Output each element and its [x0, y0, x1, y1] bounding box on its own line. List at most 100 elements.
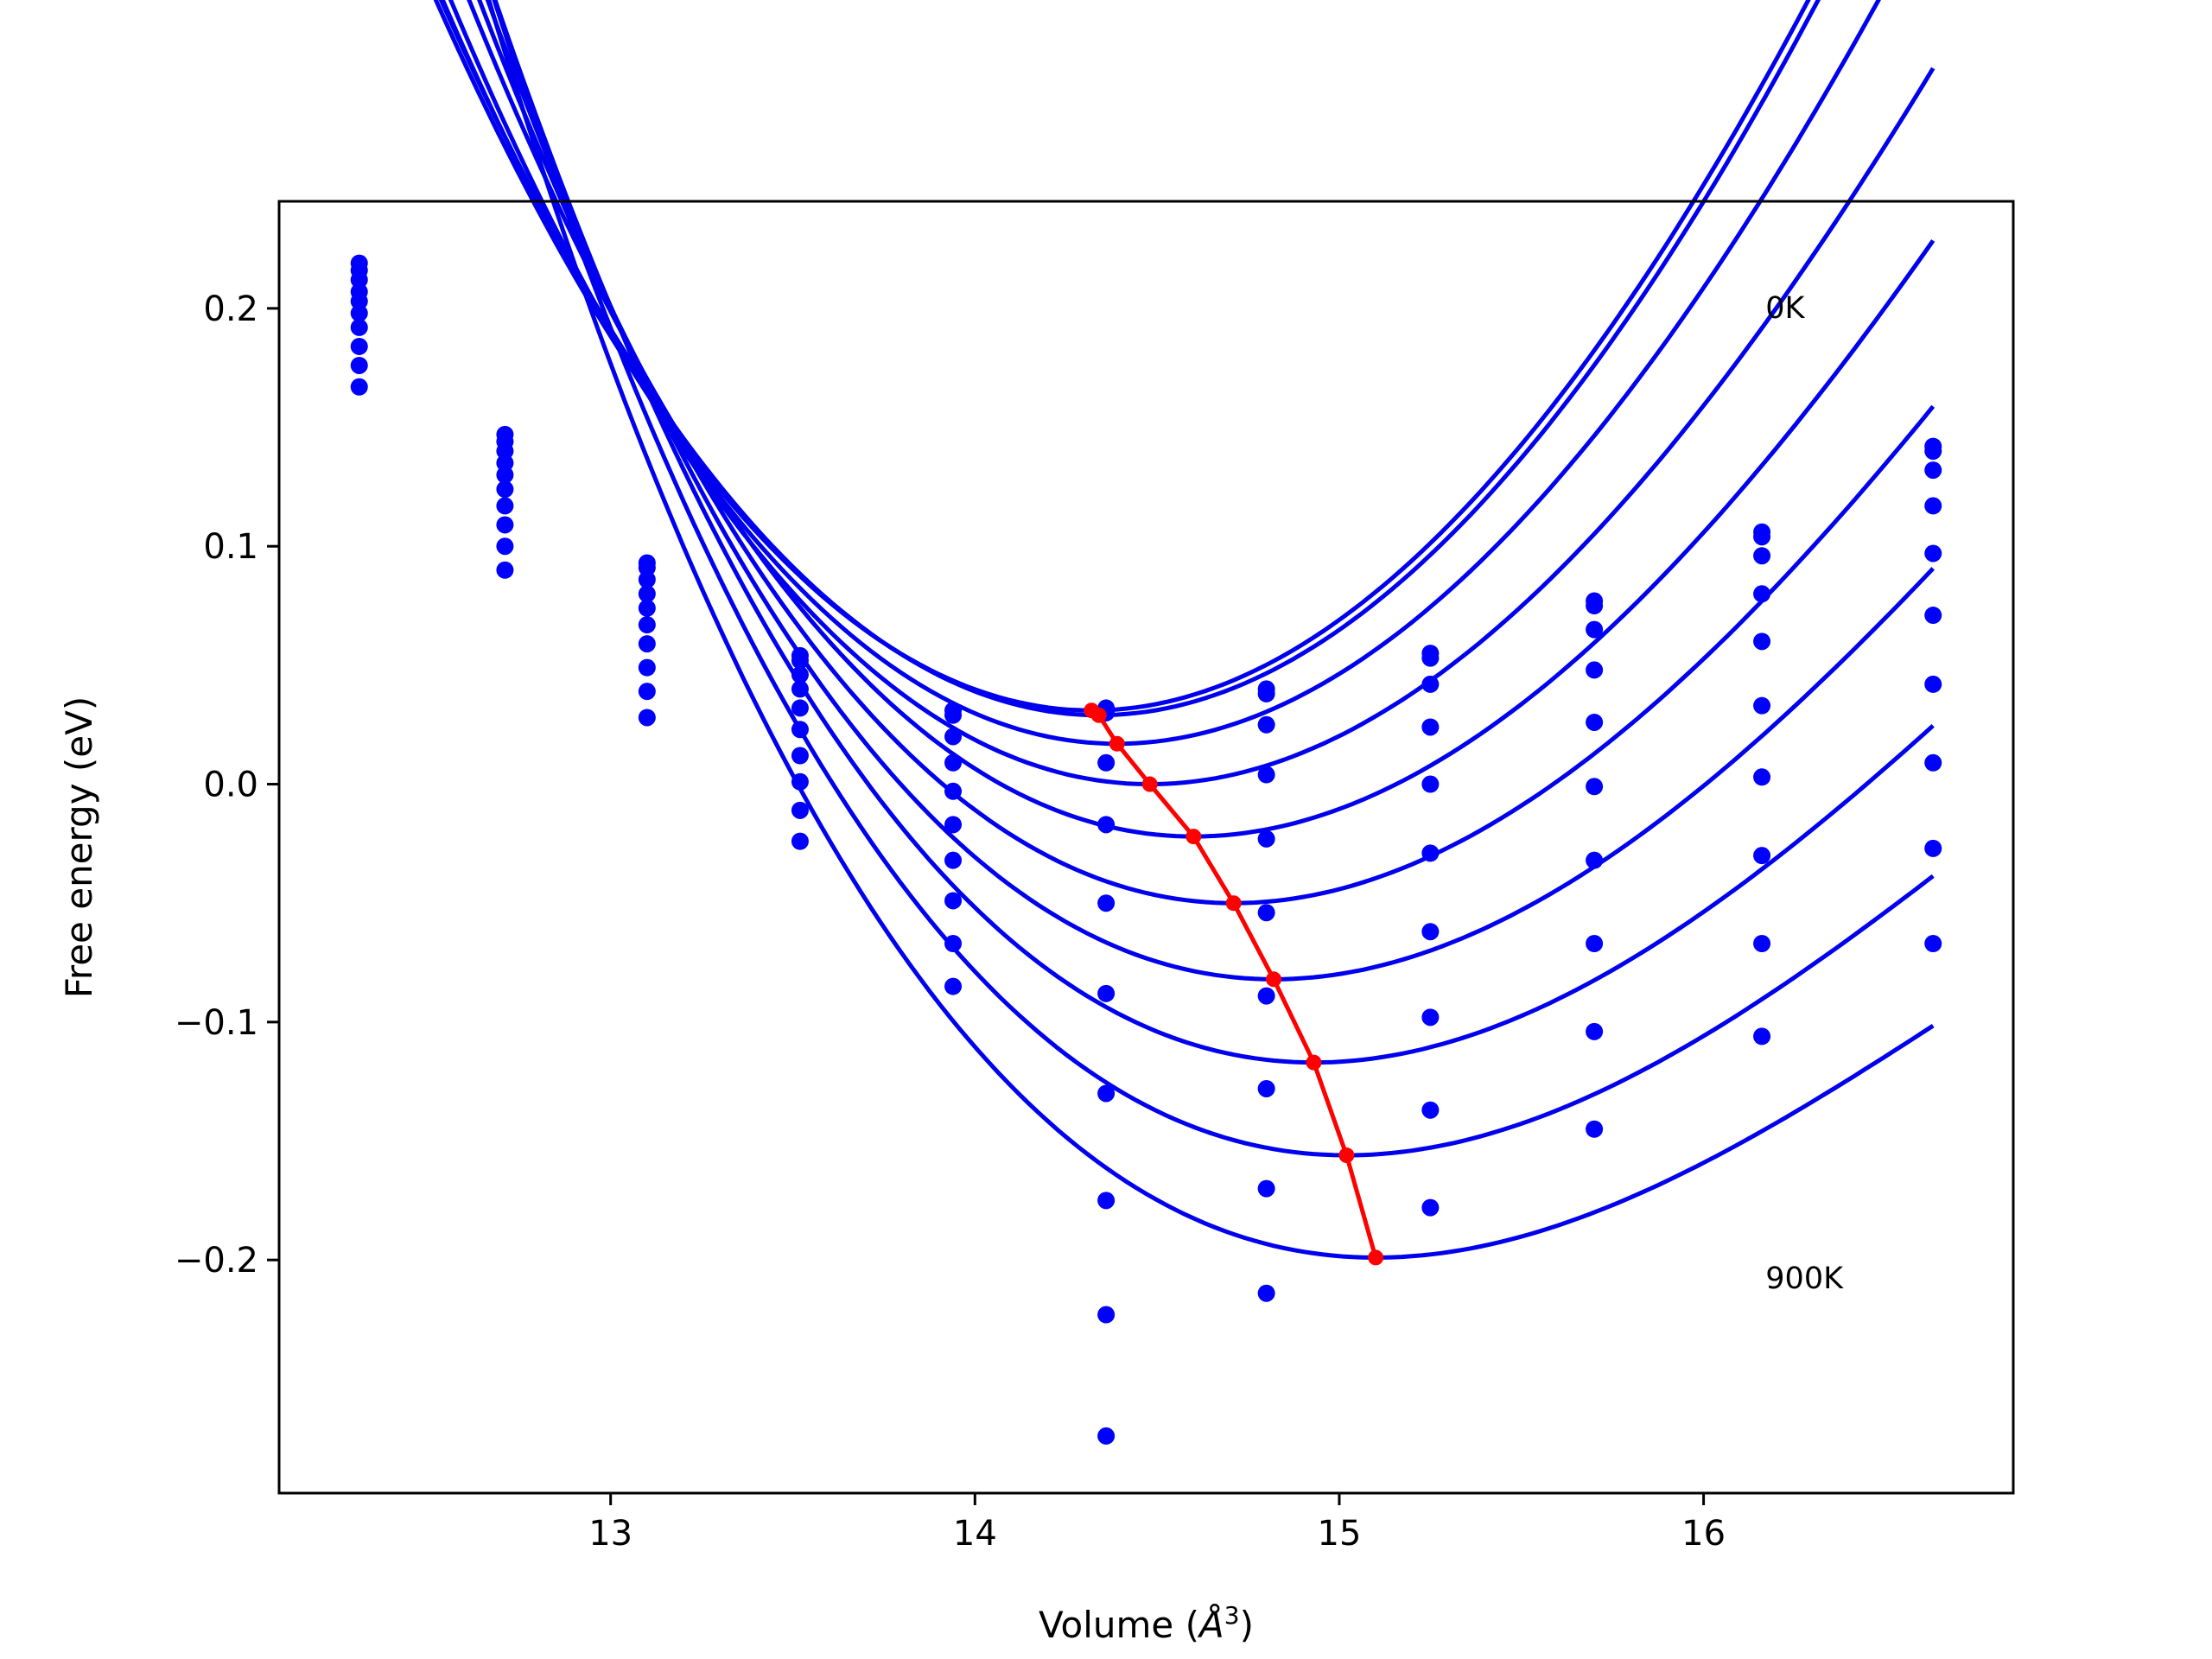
- y-tick-label-3: −0.1: [175, 1003, 258, 1043]
- data-point-s4-8: [1586, 713, 1604, 731]
- minima-point-3: [1141, 776, 1158, 792]
- data-point-s9-2: [638, 709, 656, 727]
- data-point-s3-4: [944, 753, 963, 772]
- data-point-s2-8: [1586, 620, 1604, 639]
- y-tick-label-4: −0.2: [175, 1241, 258, 1281]
- data-point-s9-7: [1421, 1198, 1440, 1217]
- fit-curves: [433, 0, 1936, 1260]
- data-point-s7-10: [1924, 753, 1942, 772]
- minima-path: [1090, 709, 1378, 1259]
- data-point-s5-5: [1097, 984, 1116, 1002]
- data-point-s3-7: [1421, 718, 1440, 736]
- data-point-s6-0: [350, 318, 368, 336]
- data-point-s1-9: [1753, 528, 1771, 546]
- data-point-s5-8: [1586, 778, 1604, 796]
- data-point-s5-4: [944, 816, 963, 834]
- data-point-s5-1: [496, 480, 514, 499]
- data-point-s6-4: [944, 851, 963, 869]
- data-point-s3-9: [1753, 585, 1771, 603]
- data-point-s6-5: [1097, 1084, 1116, 1103]
- y-axis-ticks: 0.2 0.1 0.0 −0.1 −0.2: [175, 289, 279, 1281]
- data-point-s6-10: [1924, 675, 1942, 693]
- data-point-s2-6: [1257, 715, 1275, 734]
- data-point-s4-3: [791, 699, 809, 717]
- minima-point-9: [1368, 1249, 1384, 1266]
- data-point-s8-9: [1753, 935, 1771, 953]
- data-point-s9-9: [1753, 1027, 1771, 1046]
- data-point-s7-8: [1586, 935, 1604, 953]
- data-point-s5-10: [1924, 607, 1942, 625]
- x-tick-label-3: 16: [1681, 1514, 1726, 1554]
- data-point-s3-8: [1586, 661, 1604, 679]
- x-tick-label-1: 14: [953, 1514, 997, 1554]
- data-point-s3-5: [1097, 816, 1116, 834]
- data-point-s2-0: [350, 270, 368, 289]
- data-point-s1-6: [1257, 684, 1275, 702]
- minima-point-4: [1185, 829, 1202, 845]
- data-point-s8-0: [350, 356, 368, 374]
- data-point-s8-7: [1421, 1101, 1440, 1119]
- minima-point-6: [1266, 971, 1282, 988]
- data-point-s3-2: [638, 585, 656, 603]
- data-point-s4-7: [1421, 775, 1440, 793]
- data-point-s9-3: [791, 832, 809, 850]
- fit-curve-7: [493, 0, 1935, 1065]
- data-point-s7-5: [1097, 1192, 1116, 1210]
- y-tick-label-0: 0.2: [203, 289, 258, 329]
- data-point-s4-9: [1753, 632, 1771, 651]
- data-point-s7-9: [1753, 847, 1771, 865]
- x-tick-label-0: 13: [588, 1514, 632, 1554]
- data-point-s7-1: [496, 516, 514, 534]
- data-point-s1-2: [638, 558, 656, 576]
- data-point-s3-6: [1257, 766, 1275, 784]
- minima-point-8: [1338, 1147, 1355, 1164]
- data-point-s2-7: [1421, 675, 1440, 693]
- data-points: [350, 254, 1942, 1445]
- data-point-s7-6: [1257, 1079, 1275, 1097]
- data-point-s6-8: [1586, 851, 1604, 869]
- x-tick-label-2: 15: [1318, 1514, 1362, 1554]
- minima-point-1: [1090, 707, 1107, 723]
- y-axis-label: Free energy (eV): [58, 696, 100, 999]
- data-point-s8-8: [1586, 1022, 1604, 1040]
- data-point-s2-10: [1924, 461, 1942, 480]
- data-point-s5-3: [791, 721, 809, 739]
- minima-line: [1084, 702, 1384, 1266]
- data-point-s4-6: [1257, 830, 1275, 848]
- y-tick-label-1: 0.1: [203, 527, 258, 567]
- data-point-s6-9: [1753, 768, 1771, 786]
- fit-curve-8: [492, 0, 1935, 1158]
- data-point-s9-6: [1257, 1284, 1275, 1302]
- annotation-900k: 900K: [1765, 1262, 1844, 1296]
- annotation-0k: 0K: [1765, 291, 1805, 326]
- data-point-s7-3: [791, 772, 809, 791]
- data-point-s9-1: [496, 561, 514, 579]
- data-point-s5-6: [1257, 904, 1275, 922]
- data-point-s5-2: [638, 616, 656, 634]
- data-point-s4-0: [350, 292, 368, 310]
- data-point-s7-0: [350, 337, 368, 355]
- x-axis-ticks: 13 14 15 16: [588, 1493, 1726, 1554]
- data-point-s1-10: [1924, 442, 1942, 461]
- data-point-s5-7: [1421, 844, 1440, 862]
- data-point-s3-1: [496, 454, 514, 472]
- data-point-s5-9: [1753, 696, 1771, 715]
- data-point-s1-3: [791, 652, 809, 670]
- data-point-s9-5: [1097, 1427, 1116, 1445]
- data-point-s4-5: [1097, 894, 1116, 912]
- data-point-s8-2: [638, 683, 656, 701]
- data-point-s4-4: [944, 782, 963, 800]
- data-point-s7-7: [1421, 1008, 1440, 1027]
- data-point-s9-0: [350, 378, 368, 396]
- data-point-s2-2: [638, 570, 656, 588]
- data-point-s8-3: [791, 801, 809, 819]
- data-point-s8-6: [1257, 1179, 1275, 1198]
- minima-point-2: [1109, 735, 1125, 752]
- plot-frame: [277, 200, 2015, 1495]
- data-point-s9-8: [1586, 1120, 1604, 1138]
- data-point-s8-10: [1924, 839, 1942, 857]
- data-point-s2-3: [791, 665, 809, 683]
- data-point-s8-5: [1097, 1306, 1116, 1324]
